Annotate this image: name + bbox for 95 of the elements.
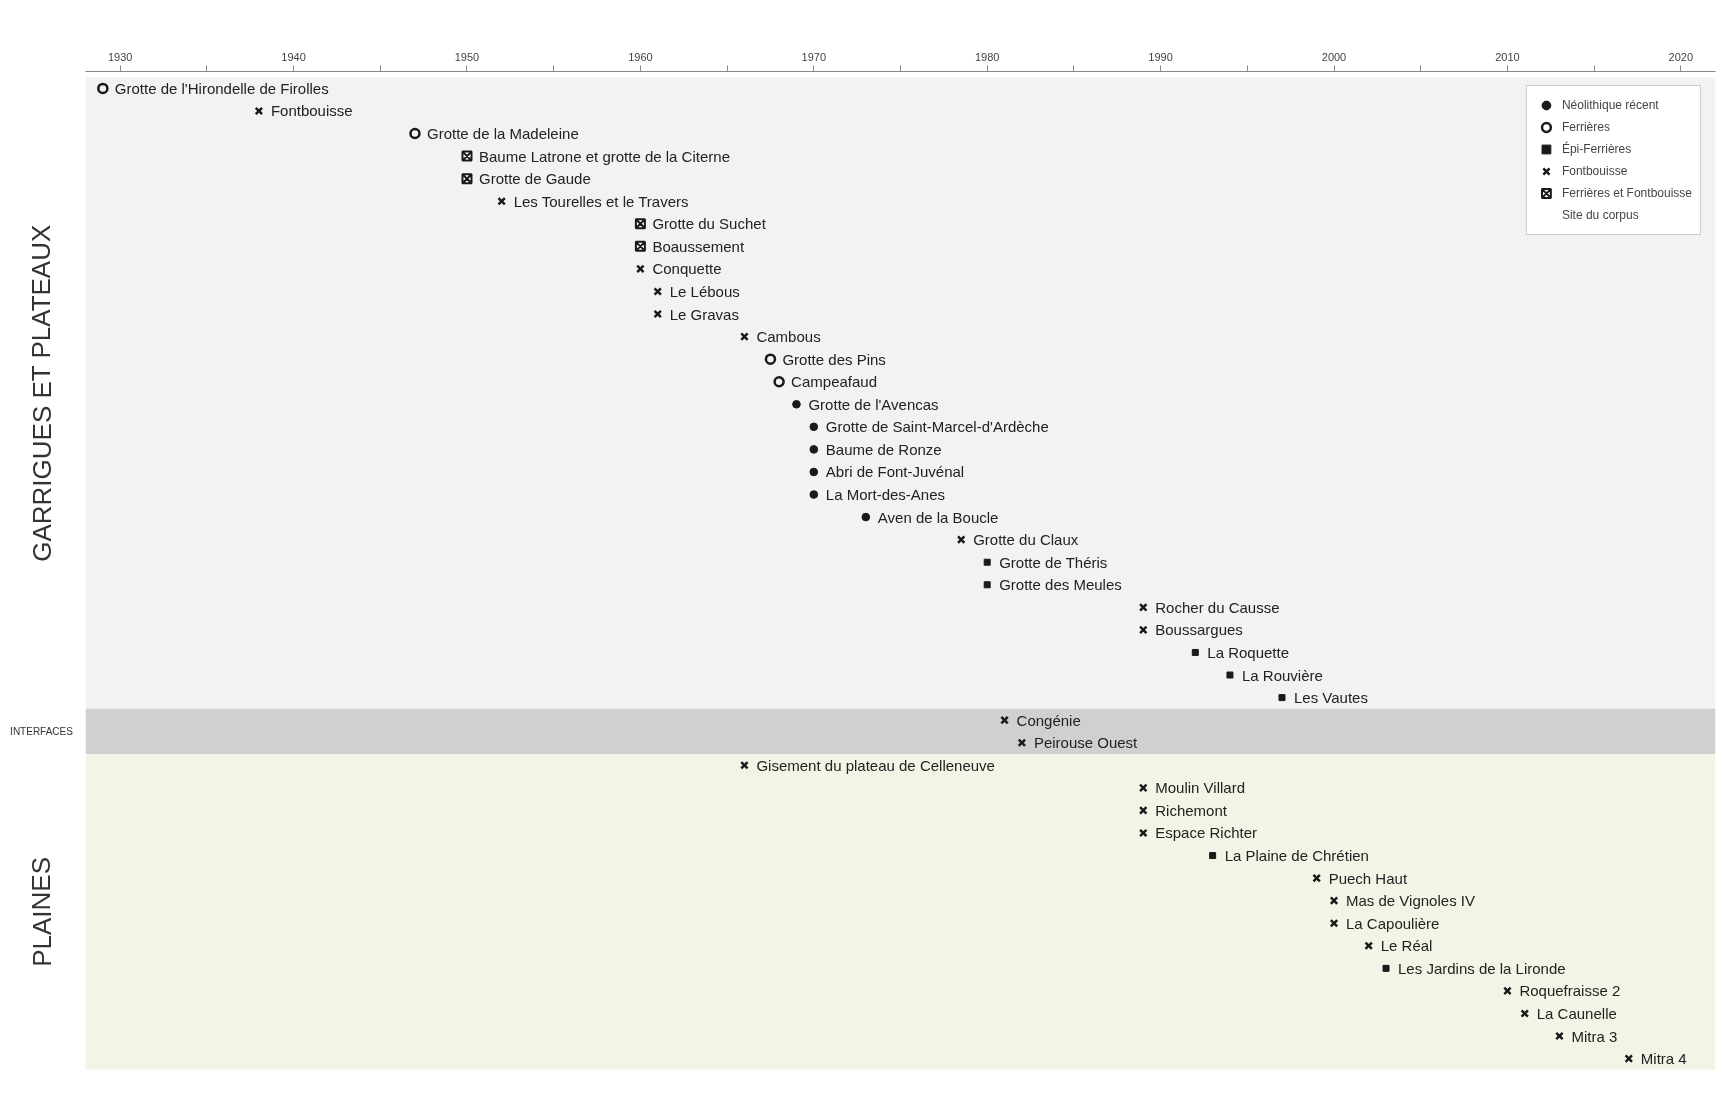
x-tick-label: 1960 xyxy=(628,50,653,63)
y-tick-label: Boussargues xyxy=(1155,621,1243,639)
point xyxy=(764,353,777,365)
x-tick-label: 2010 xyxy=(1495,50,1520,63)
x-tick-label: 1970 xyxy=(801,50,827,63)
y-tick-label: Grotte de la Madeleine xyxy=(426,125,579,143)
point xyxy=(809,467,819,477)
point xyxy=(861,512,871,522)
y-tick-label: Grotte des Meules xyxy=(999,576,1122,594)
y-tick-label: Cambous xyxy=(756,328,821,346)
point xyxy=(792,399,801,409)
y-tick-label: Mitra 4 xyxy=(1640,1050,1687,1068)
point xyxy=(409,127,421,140)
band-label: GARRIGUES ET PLATEAUX xyxy=(26,224,57,562)
point xyxy=(1226,671,1234,679)
y-tick-label: Moulin Villard xyxy=(1155,779,1246,797)
legend-label: Épi-Ferrières xyxy=(1561,140,1632,158)
y-tick-label: Campeafaud xyxy=(791,373,878,391)
y-tick-label: Mas de Vignoles IV xyxy=(1346,892,1475,910)
point xyxy=(1191,648,1199,656)
x-tick-label: 1980 xyxy=(974,50,1000,63)
y-tick-label: La Mort-des-Anes xyxy=(825,486,946,504)
y-tick-label: Grotte de Saint-Marcel-d'Ardèche xyxy=(825,418,1049,436)
y-tick-label: Grotte de Gaude xyxy=(478,170,591,188)
point xyxy=(1364,941,1374,951)
y-tick-label: La Roquette xyxy=(1207,643,1290,661)
legend-label: Ferrières xyxy=(1561,119,1610,136)
y-tick-label: Conquette xyxy=(652,260,722,278)
y-tick-label: La Capoulière xyxy=(1346,914,1440,932)
y-tick-label: Grotte de Théris xyxy=(999,553,1108,571)
point xyxy=(1312,873,1322,883)
point xyxy=(1138,625,1148,635)
annotation: Site du corpus xyxy=(1561,207,1639,224)
point xyxy=(1138,805,1148,815)
legend-label: Ferrières et Fontbouisse xyxy=(1561,185,1692,202)
y-tick-label: Puech Haut xyxy=(1328,869,1408,887)
x-tick-label: 1930 xyxy=(107,50,133,63)
y-tick-label: Roquefraisse 2 xyxy=(1519,982,1621,1000)
point xyxy=(1502,986,1512,996)
y-tick-label: Baume Latrone et grotte de la Citerne xyxy=(478,147,730,165)
point xyxy=(97,82,109,95)
point xyxy=(497,196,507,206)
y-tick-label: Les Tourelles et le Travers xyxy=(513,192,689,210)
point xyxy=(1329,918,1339,928)
x-tick-label: 1990 xyxy=(1148,50,1173,63)
band-label: INTERFACES xyxy=(10,725,74,737)
legend-label: Néolithique récent xyxy=(1561,97,1659,114)
point xyxy=(1138,828,1148,838)
point xyxy=(1520,1009,1530,1018)
y-tick-label: Rocher du Causse xyxy=(1155,598,1280,616)
y-tick-label: La Caunelle xyxy=(1536,1004,1617,1022)
point xyxy=(1000,715,1009,725)
y-tick-label: Gisement du plateau de Celleneuve xyxy=(756,756,995,774)
point xyxy=(653,309,663,319)
point xyxy=(1329,896,1339,906)
y-tick-label: La Rouvière xyxy=(1241,666,1323,684)
y-tick-label: Peirouse Ouest xyxy=(1033,734,1139,752)
y-tick-label: Grotte de l'Hirondelle de Firolles xyxy=(114,79,329,97)
x-tick-label: 2000 xyxy=(1321,50,1347,63)
point xyxy=(983,558,991,566)
point xyxy=(809,445,819,454)
point xyxy=(1138,783,1148,793)
y-tick-label: Baume de Ronze xyxy=(825,440,942,458)
y-tick-label: Aven de la Boucle xyxy=(877,508,999,526)
point xyxy=(1209,852,1217,860)
point xyxy=(1278,694,1286,702)
band-label: PLAINES xyxy=(26,857,57,967)
y-tick-label: Abri de Font-Juvénal xyxy=(825,463,965,481)
point xyxy=(773,375,785,388)
y-tick-label: Grotte du Suchet xyxy=(652,215,767,233)
x-tick-label: 2020 xyxy=(1668,50,1694,63)
y-tick-label: Le Réal xyxy=(1380,937,1433,955)
y-tick-label: Grotte du Claux xyxy=(973,531,1079,549)
y-tick-label: Les Vautes xyxy=(1293,689,1368,707)
point xyxy=(1138,602,1148,612)
y-tick-label: Grotte de l'Avencas xyxy=(808,395,939,413)
point xyxy=(1555,1031,1564,1041)
point xyxy=(809,490,819,499)
y-tick-label: Congénie xyxy=(1016,711,1081,729)
y-tick-label: Richemont xyxy=(1155,801,1228,819)
y-tick-label: Mitra 3 xyxy=(1571,1027,1618,1045)
point xyxy=(983,581,991,589)
y-tick-label: Les Jardins de la Lironde xyxy=(1398,959,1566,977)
point xyxy=(1624,1054,1634,1064)
point xyxy=(1382,964,1390,972)
x-tick-label: 1950 xyxy=(454,50,480,63)
y-tick-label: Espace Richter xyxy=(1155,824,1257,842)
y-tick-label: Grotte des Pins xyxy=(782,350,886,368)
point xyxy=(635,264,645,274)
y-tick-label: Boaussement xyxy=(652,237,745,255)
y-tick-label: La Plaine de Chrétien xyxy=(1224,847,1369,865)
x-tick-label: 1940 xyxy=(281,50,306,63)
y-tick-label: Le Gravas xyxy=(669,305,739,323)
y-tick-label: Le Lébous xyxy=(669,282,740,300)
point xyxy=(809,422,819,432)
